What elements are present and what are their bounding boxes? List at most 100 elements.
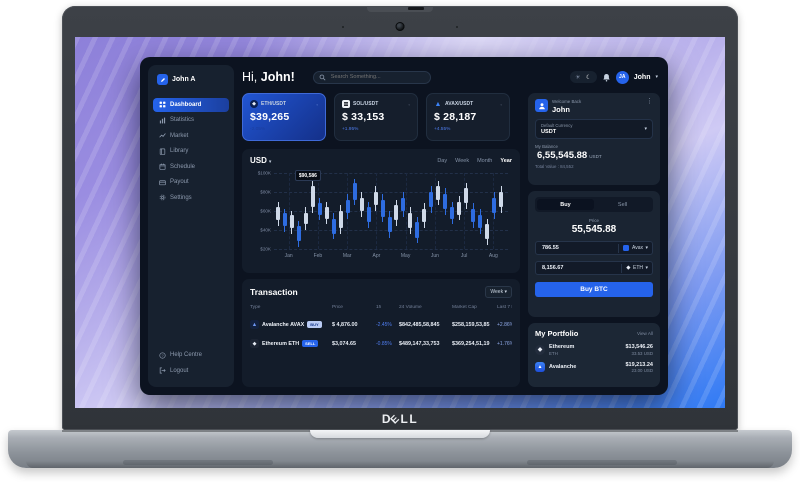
profile-name: John [552,105,570,114]
sidebar-footer-nav: ? Help Centre Logout [148,347,234,380]
sidebar-item-settings[interactable]: Settings [153,191,229,205]
gridline-h [274,249,508,250]
period-dropdown[interactable]: Week ▾ [485,286,512,298]
chevron-down-icon: ▾ [268,159,272,165]
range-tab-month[interactable]: Month [477,157,493,164]
pair-change: -2.05% [250,126,266,132]
last-7-days-cell: +1.76% [497,340,512,347]
total-value: Total Value : 84,552 [535,164,574,169]
search-input[interactable] [328,73,425,81]
portfolio-row[interactable]: ◆ Ethereum ETH $13,546.26 33.53 USD [535,344,653,356]
table-row[interactable]: ◆ Ethereum ETH SELL $3,074.65 -0.85% $489,147… [250,339,512,348]
y-tick-label: $40K [260,227,271,233]
library-icon [159,148,166,155]
candle-plot: $100K $80K $60K $40K $20K $90,586 [258,170,508,252]
laptop-screen: John A Dashboard Statistics Market Library S… [62,6,738,430]
gridline-v [464,173,466,249]
transaction-rows: ▲ Avalanche AVAX BUY $ 4,876.00 -2.45% $842,4… [250,320,512,348]
candle-body [457,201,462,215]
default-currency-select[interactable]: Default Currency USDT ▾ [535,119,653,139]
ticker-card-avax[interactable]: ▲ AVAX/USDT ▫ $ 28,187 +4.55% [426,93,510,141]
eth-coin-icon: ◆ [250,100,258,108]
portfolio-row[interactable]: ▲ Avalanche $19,213.24 23.00 USD [535,362,653,374]
price-value: 55,545.88 [571,224,617,235]
sidebar-item-label: Library [170,148,189,154]
sidebar-item-payout[interactable]: Payout [153,175,229,189]
avax-coin-icon: ▲ [434,100,442,108]
sidebar-item-market[interactable]: Market [153,129,229,143]
lid-top-tab [367,6,433,12]
table-row[interactable]: ▲ Avalanche AVAX BUY $ 4,876.00 -2.45% $842,4… [250,320,512,329]
ticker-card-top: ◆ ETH/USDT ▫ [250,100,318,108]
sidebar-item-help-centre[interactable]: ? Help Centre [153,348,229,362]
dashboard-app: John A Dashboard Statistics Market Library S… [140,57,668,395]
chart-card: USD ▾ Day Week Month Year $100K $80K $60K $40K $… [242,149,520,273]
candle-body [380,199,385,217]
candle-body [422,209,427,223]
transaction-header: Transaction Week ▾ [250,286,512,298]
ticker-card-sol[interactable]: SOL/USDT ▫ $ 33,153 +1.95% [334,93,418,141]
view-all-link[interactable]: View All [636,331,653,336]
x-tick-label: Apr [372,253,381,259]
external-link-icon: ▫ [500,101,502,107]
sidebar-item-dashboard[interactable]: Dashboard [153,97,229,112]
currency-dropdown[interactable]: USD ▾ [250,156,272,165]
laptop-display: John A Dashboard Statistics Market Library S… [75,37,725,408]
currency-label: Default Currency [541,123,573,128]
amount-secondary-input[interactable] [540,264,622,272]
sidebar-item-schedule[interactable]: Schedule [153,160,229,174]
dell-logo: DELL [382,412,418,427]
amount-primary-input[interactable] [540,244,619,252]
asset-primary-select[interactable]: Avax ▾ [618,243,648,253]
balance-label: My Balance [535,144,558,149]
chevron-down-icon[interactable]: ▾ [655,74,658,80]
sidebar-item-statistics[interactable]: Statistics [153,113,229,127]
x-tick-label: Mar [342,253,352,259]
range-tab-day[interactable]: Day [437,157,448,164]
ticker-card-top: SOL/USDT ▫ [342,100,410,108]
user-menu-name[interactable]: John [633,73,651,81]
search-bar[interactable] [312,70,431,84]
candle-body [338,211,343,229]
avatar[interactable]: JA [615,70,629,84]
gridline-v [376,173,378,249]
transaction-title: Transaction [250,287,298,297]
sidebar-item-label: Help Centre [170,352,203,358]
asset-secondary-select[interactable]: ◆ ETH ▾ [621,263,648,273]
kebab-menu-icon[interactable]: ⋮ [646,98,653,105]
y-tick-label: $20K [260,246,271,252]
buy-btc-button[interactable]: Buy BTC [535,282,653,297]
candle-body [276,207,280,221]
statistics-icon [159,117,166,124]
column-header: 1h [376,305,382,310]
range-tab-week[interactable]: Week [455,157,470,164]
buy-sell-tabs: Buy Sell [535,197,653,212]
chart-tooltip: $90,586 [294,170,321,181]
candle-body [415,222,420,238]
sidebar-item-label: Schedule [170,163,196,170]
trade-tab-sell[interactable]: Sell [617,201,628,208]
sidebar-item-logout[interactable]: Logout [153,364,229,378]
portfolio-card: My Portfolio View All ◆ Ethereum ETH $13,54… [528,323,660,387]
welcome-label: Welcome Back [552,99,582,104]
range-tab-year[interactable]: Year [500,157,512,164]
sidebar-item-label: Logout [170,367,189,374]
change-1h-cell: -0.85% [376,340,392,347]
pair-change: +4.55% [434,126,451,132]
pair-label: SOL/USDT [353,101,379,107]
ticker-card-top: ▲ AVAX/USDT ▫ [434,100,502,108]
portfolio-values: $13,546.26 33.53 USD [625,344,653,356]
notifications-bell-icon[interactable] [602,73,611,82]
theme-toggle[interactable]: ☀ ☾ [569,71,597,83]
workspace-name: John A [172,76,196,83]
portfolio-asset-value-usd: 23.00 USD [631,368,653,373]
portfolio-values: $19,213.24 23.00 USD [625,362,653,374]
search-icon [319,74,326,81]
ticker-card-eth[interactable]: ◆ ETH/USDT ▫ $39,265 -2.05% [242,93,326,141]
sidebar-item-library[interactable]: Library [153,144,229,158]
avax-coin-icon: ▲ [535,362,545,373]
help-icon: ? [159,351,166,359]
trade-tab-buy[interactable]: Buy [537,199,594,210]
settings-icon [159,194,166,201]
portfolio-asset-symbol: ETH [549,350,558,356]
